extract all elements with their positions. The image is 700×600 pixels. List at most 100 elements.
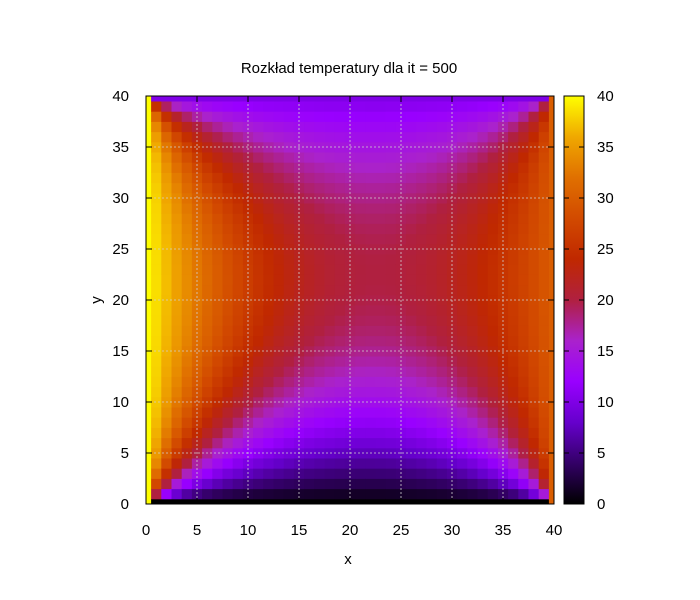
heatmap-cell: [161, 274, 172, 286]
heatmap-cell: [263, 447, 274, 459]
heatmap-cell: [304, 233, 315, 245]
heatmap-cell: [334, 437, 346, 449]
heatmap-cell: [457, 223, 468, 235]
heatmap-cell: [457, 233, 468, 245]
heatmap-cell: [171, 437, 183, 449]
heatmap-cell: [497, 213, 509, 224]
heatmap-cell: [232, 356, 244, 367]
heatmap-cell: [426, 437, 438, 449]
heatmap-cell: [406, 478, 417, 490]
heatmap-cell: [304, 152, 315, 163]
heatmap-cell: [283, 437, 295, 449]
heatmap-cell: [222, 458, 234, 469]
heatmap-cell: [304, 111, 315, 122]
heatmap-cell: [334, 478, 346, 490]
heatmap-cell: [181, 162, 193, 173]
heatmap-cell: [355, 478, 366, 490]
heatmap-cell: [151, 417, 162, 428]
heatmap-cell: [538, 498, 550, 505]
x-tick-label: 40: [546, 522, 563, 539]
heatmap-cell: [253, 223, 264, 235]
heatmap-cell: [457, 488, 468, 500]
heatmap-cell: [355, 458, 366, 469]
heatmap-cell: [222, 478, 234, 490]
heatmap-cell: [181, 274, 193, 286]
heatmap-cell: [467, 121, 478, 133]
heatmap-cell: [416, 488, 427, 500]
heatmap-cell: [344, 305, 356, 316]
heatmap-cell: [151, 203, 162, 214]
heatmap-cell: [212, 356, 223, 367]
heatmap-cell: [426, 325, 438, 337]
heatmap-cell: [365, 264, 376, 275]
heatmap-cell: [222, 407, 234, 418]
heatmap-cell: [446, 366, 458, 377]
heatmap-cell: [242, 345, 254, 357]
heatmap-cell: [375, 498, 387, 505]
heatmap-cell: [273, 325, 285, 337]
heatmap-cell: [253, 213, 264, 224]
heatmap-cell: [355, 427, 366, 439]
heatmap-cell: [304, 458, 315, 469]
heatmap-cell: [293, 213, 305, 224]
heatmap-cell: [324, 376, 336, 388]
heatmap-cell: [263, 96, 274, 102]
heatmap-cell: [375, 172, 387, 184]
heatmap-cell: [528, 478, 540, 490]
heatmap-cell: [171, 478, 183, 490]
heatmap-cell: [161, 121, 172, 133]
heatmap-cell: [151, 427, 162, 439]
heatmap-cell: [528, 121, 540, 133]
heatmap-cell: [457, 427, 468, 439]
heatmap-cell: [436, 264, 448, 275]
heatmap-cell: [487, 417, 499, 428]
heatmap-cell: [232, 427, 244, 439]
heatmap-cell: [232, 264, 244, 275]
heatmap-cell: [508, 386, 519, 398]
heatmap-cell: [467, 356, 478, 367]
heatmap-cell: [385, 305, 397, 316]
heatmap-cell: [344, 254, 356, 265]
heatmap-cell: [334, 325, 346, 337]
heatmap-cell: [528, 223, 540, 235]
heatmap-cell: [334, 366, 346, 377]
heatmap-cell: [416, 305, 427, 316]
heatmap-cell: [161, 162, 172, 173]
heatmap-cell: [146, 427, 152, 439]
heatmap-cell: [171, 386, 183, 398]
heatmap-cell: [283, 96, 295, 102]
heatmap-cell: [212, 417, 223, 428]
heatmap-cell: [212, 203, 223, 214]
heatmap-cell: [263, 386, 274, 398]
heatmap-cell: [365, 152, 376, 163]
heatmap-cell: [436, 121, 448, 133]
heatmap-cell: [406, 325, 417, 337]
heatmap-cell: [324, 335, 336, 347]
heatmap-cell: [528, 356, 540, 367]
heatmap-cell: [395, 417, 407, 428]
heatmap-cell: [283, 223, 295, 235]
heatmap-cell: [222, 386, 234, 398]
heatmap-cell: [344, 458, 356, 469]
heatmap-cell: [528, 335, 540, 347]
heatmap-cell: [487, 141, 499, 153]
heatmap-cell: [477, 131, 489, 143]
heatmap-cell: [263, 396, 274, 408]
heatmap-cell: [151, 294, 162, 306]
heatmap-cell: [416, 437, 427, 449]
heatmap-cell: [375, 294, 387, 306]
heatmap-cell: [202, 417, 213, 428]
heatmap-cell: [146, 233, 152, 245]
heatmap-cell: [497, 325, 509, 337]
heatmap-cell: [334, 264, 346, 275]
heatmap-cell: [355, 192, 366, 204]
heatmap-cell: [146, 458, 152, 469]
heatmap-cell: [375, 335, 387, 347]
heatmap-cell: [487, 305, 499, 316]
heatmap-cell: [181, 284, 193, 296]
heatmap-cell: [406, 162, 417, 173]
heatmap-cell: [497, 458, 509, 469]
heatmap-cell: [406, 458, 417, 469]
heatmap-cell: [253, 96, 264, 102]
